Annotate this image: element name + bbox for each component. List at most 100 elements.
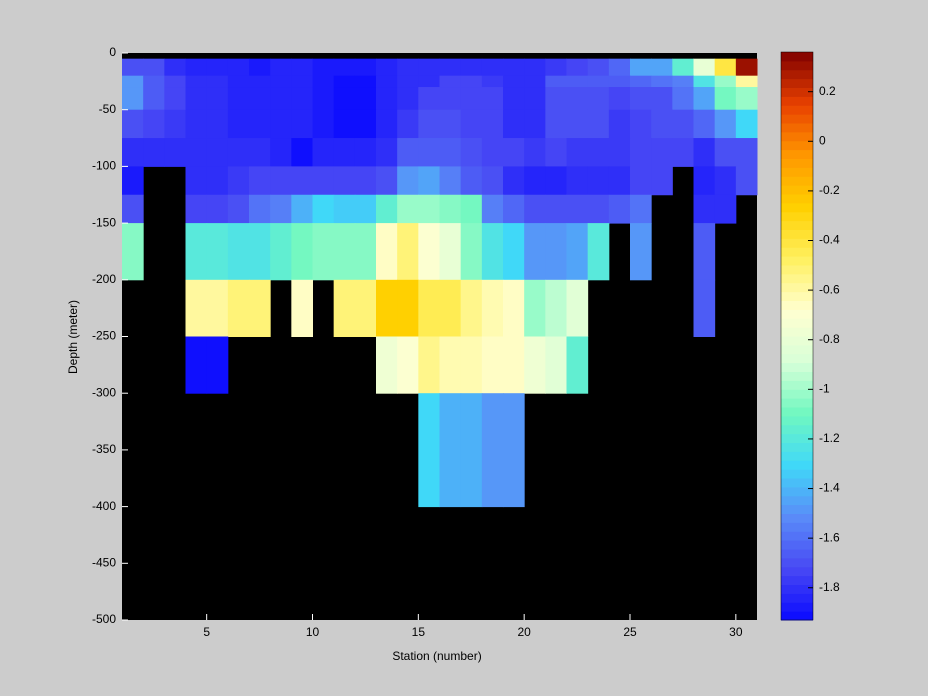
- colorbar-tick-label: -0.4: [819, 233, 840, 247]
- heatmap-cell: [122, 138, 144, 167]
- heatmap-cell: [418, 194, 440, 224]
- heatmap-cell: [566, 75, 589, 88]
- heatmap-cell: [397, 336, 419, 394]
- heatmap-cell: [270, 223, 292, 281]
- colorbar-swatch: [781, 96, 813, 106]
- heatmap-cell: [503, 393, 525, 508]
- heatmap-cell: [714, 109, 737, 139]
- heatmap-cell: [333, 223, 356, 281]
- heatmap-cell: [122, 75, 144, 88]
- colorbar-swatch: [781, 69, 813, 80]
- heatmap-cell: [185, 58, 208, 77]
- colorbar-tick-label: -1.8: [819, 580, 840, 594]
- heatmap-cell: [693, 87, 716, 111]
- heatmap-cell: [608, 138, 631, 167]
- heatmap-cell: [418, 279, 440, 337]
- heatmap-cell: [651, 166, 673, 196]
- heatmap-cell: [354, 223, 377, 281]
- heatmap-cell: [481, 75, 504, 88]
- heatmap-cell: [354, 75, 377, 88]
- x-axis-label: Station (number): [392, 649, 481, 663]
- heatmap-cell: [333, 138, 356, 167]
- heatmap-cell: [143, 75, 165, 88]
- heatmap-cell: [185, 166, 208, 196]
- colorbar-swatch: [781, 407, 813, 417]
- x-tick-label: 10: [306, 625, 320, 639]
- y-tick-label: -50: [99, 102, 117, 116]
- heatmap-cell: [545, 223, 567, 281]
- heatmap-cell: [566, 87, 589, 111]
- colorbar-swatch: [781, 185, 813, 195]
- heatmap-cell: [587, 75, 610, 88]
- heatmap-cell: [439, 336, 462, 394]
- heatmap-cell: [587, 166, 610, 196]
- heatmap-cell: [312, 138, 335, 167]
- heatmap-cell: [397, 58, 419, 77]
- heatmap-cell: [291, 194, 313, 224]
- heatmap-cell: [608, 87, 631, 111]
- heatmap-cell: [439, 75, 462, 88]
- heatmap-cell: [481, 223, 504, 281]
- heatmap-cell: [460, 336, 483, 394]
- heatmap-cell: [185, 75, 208, 88]
- heatmap-cell: [735, 75, 758, 88]
- heatmap-cell: [185, 194, 208, 224]
- heatmap-cell: [672, 58, 694, 77]
- heatmap-cell: [460, 393, 483, 508]
- heatmap-cell: [291, 138, 313, 167]
- heatmap-cell: [291, 109, 313, 139]
- colorbar-swatch: [781, 611, 813, 621]
- colorbar-tick-label: 0: [819, 133, 826, 147]
- colorbar-swatch: [781, 362, 813, 372]
- heatmap-cell: [206, 138, 229, 167]
- heatmap-cell: [354, 166, 377, 196]
- colorbar-swatch: [781, 229, 813, 239]
- heatmap-cell: [227, 109, 250, 139]
- heatmap-cell: [460, 279, 483, 337]
- heatmap-cell: [312, 109, 335, 139]
- heatmap-cell: [545, 336, 567, 394]
- heatmap-cell: [714, 87, 737, 111]
- heatmap-cell: [143, 58, 165, 77]
- heatmap-cell: [672, 109, 694, 139]
- heatmap-cell: [122, 166, 144, 196]
- colorbar-swatch: [781, 380, 813, 390]
- heatmap-cell: [291, 279, 313, 337]
- colorbar-swatch: [781, 282, 813, 293]
- heatmap-cell: [630, 87, 652, 111]
- y-tick-label: -500: [92, 612, 116, 626]
- heatmap-cell: [333, 194, 356, 224]
- heatmap-cell: [249, 75, 271, 88]
- heatmap-cell: [312, 194, 335, 224]
- heatmap-cell: [249, 194, 271, 224]
- colorbar-swatch: [781, 336, 813, 346]
- heatmap-cell: [630, 194, 652, 224]
- colorbar-swatch: [781, 202, 813, 213]
- heatmap-cell: [630, 75, 652, 88]
- heatmap-cell: [227, 87, 250, 111]
- heatmap-cell: [566, 138, 589, 167]
- heatmap-cell: [481, 336, 504, 394]
- heatmap-cell: [227, 194, 250, 224]
- heatmap-cell: [693, 75, 716, 88]
- heatmap-cell: [143, 138, 165, 167]
- heatmap-cell: [672, 87, 694, 111]
- heatmap-cell: [291, 223, 313, 281]
- heatmap-cell: [524, 87, 546, 111]
- heatmap-cell: [206, 75, 229, 88]
- y-tick-label: -350: [92, 442, 116, 456]
- heatmap-cell: [164, 87, 186, 111]
- heatmap-cell: [693, 138, 716, 167]
- heatmap-cell: [354, 194, 377, 224]
- y-tick-label: -100: [92, 159, 116, 173]
- heatmap-cell: [524, 223, 546, 281]
- colorbar-swatch: [781, 557, 813, 568]
- heatmap-cell: [397, 138, 419, 167]
- colorbar-swatch: [781, 593, 813, 603]
- heatmap-cell: [545, 87, 567, 111]
- heatmap-cell: [397, 109, 419, 139]
- heatmap-cell: [481, 166, 504, 196]
- heatmap-cell: [354, 279, 377, 337]
- heatmap-cell: [312, 223, 335, 281]
- heatmap-cell: [735, 109, 758, 139]
